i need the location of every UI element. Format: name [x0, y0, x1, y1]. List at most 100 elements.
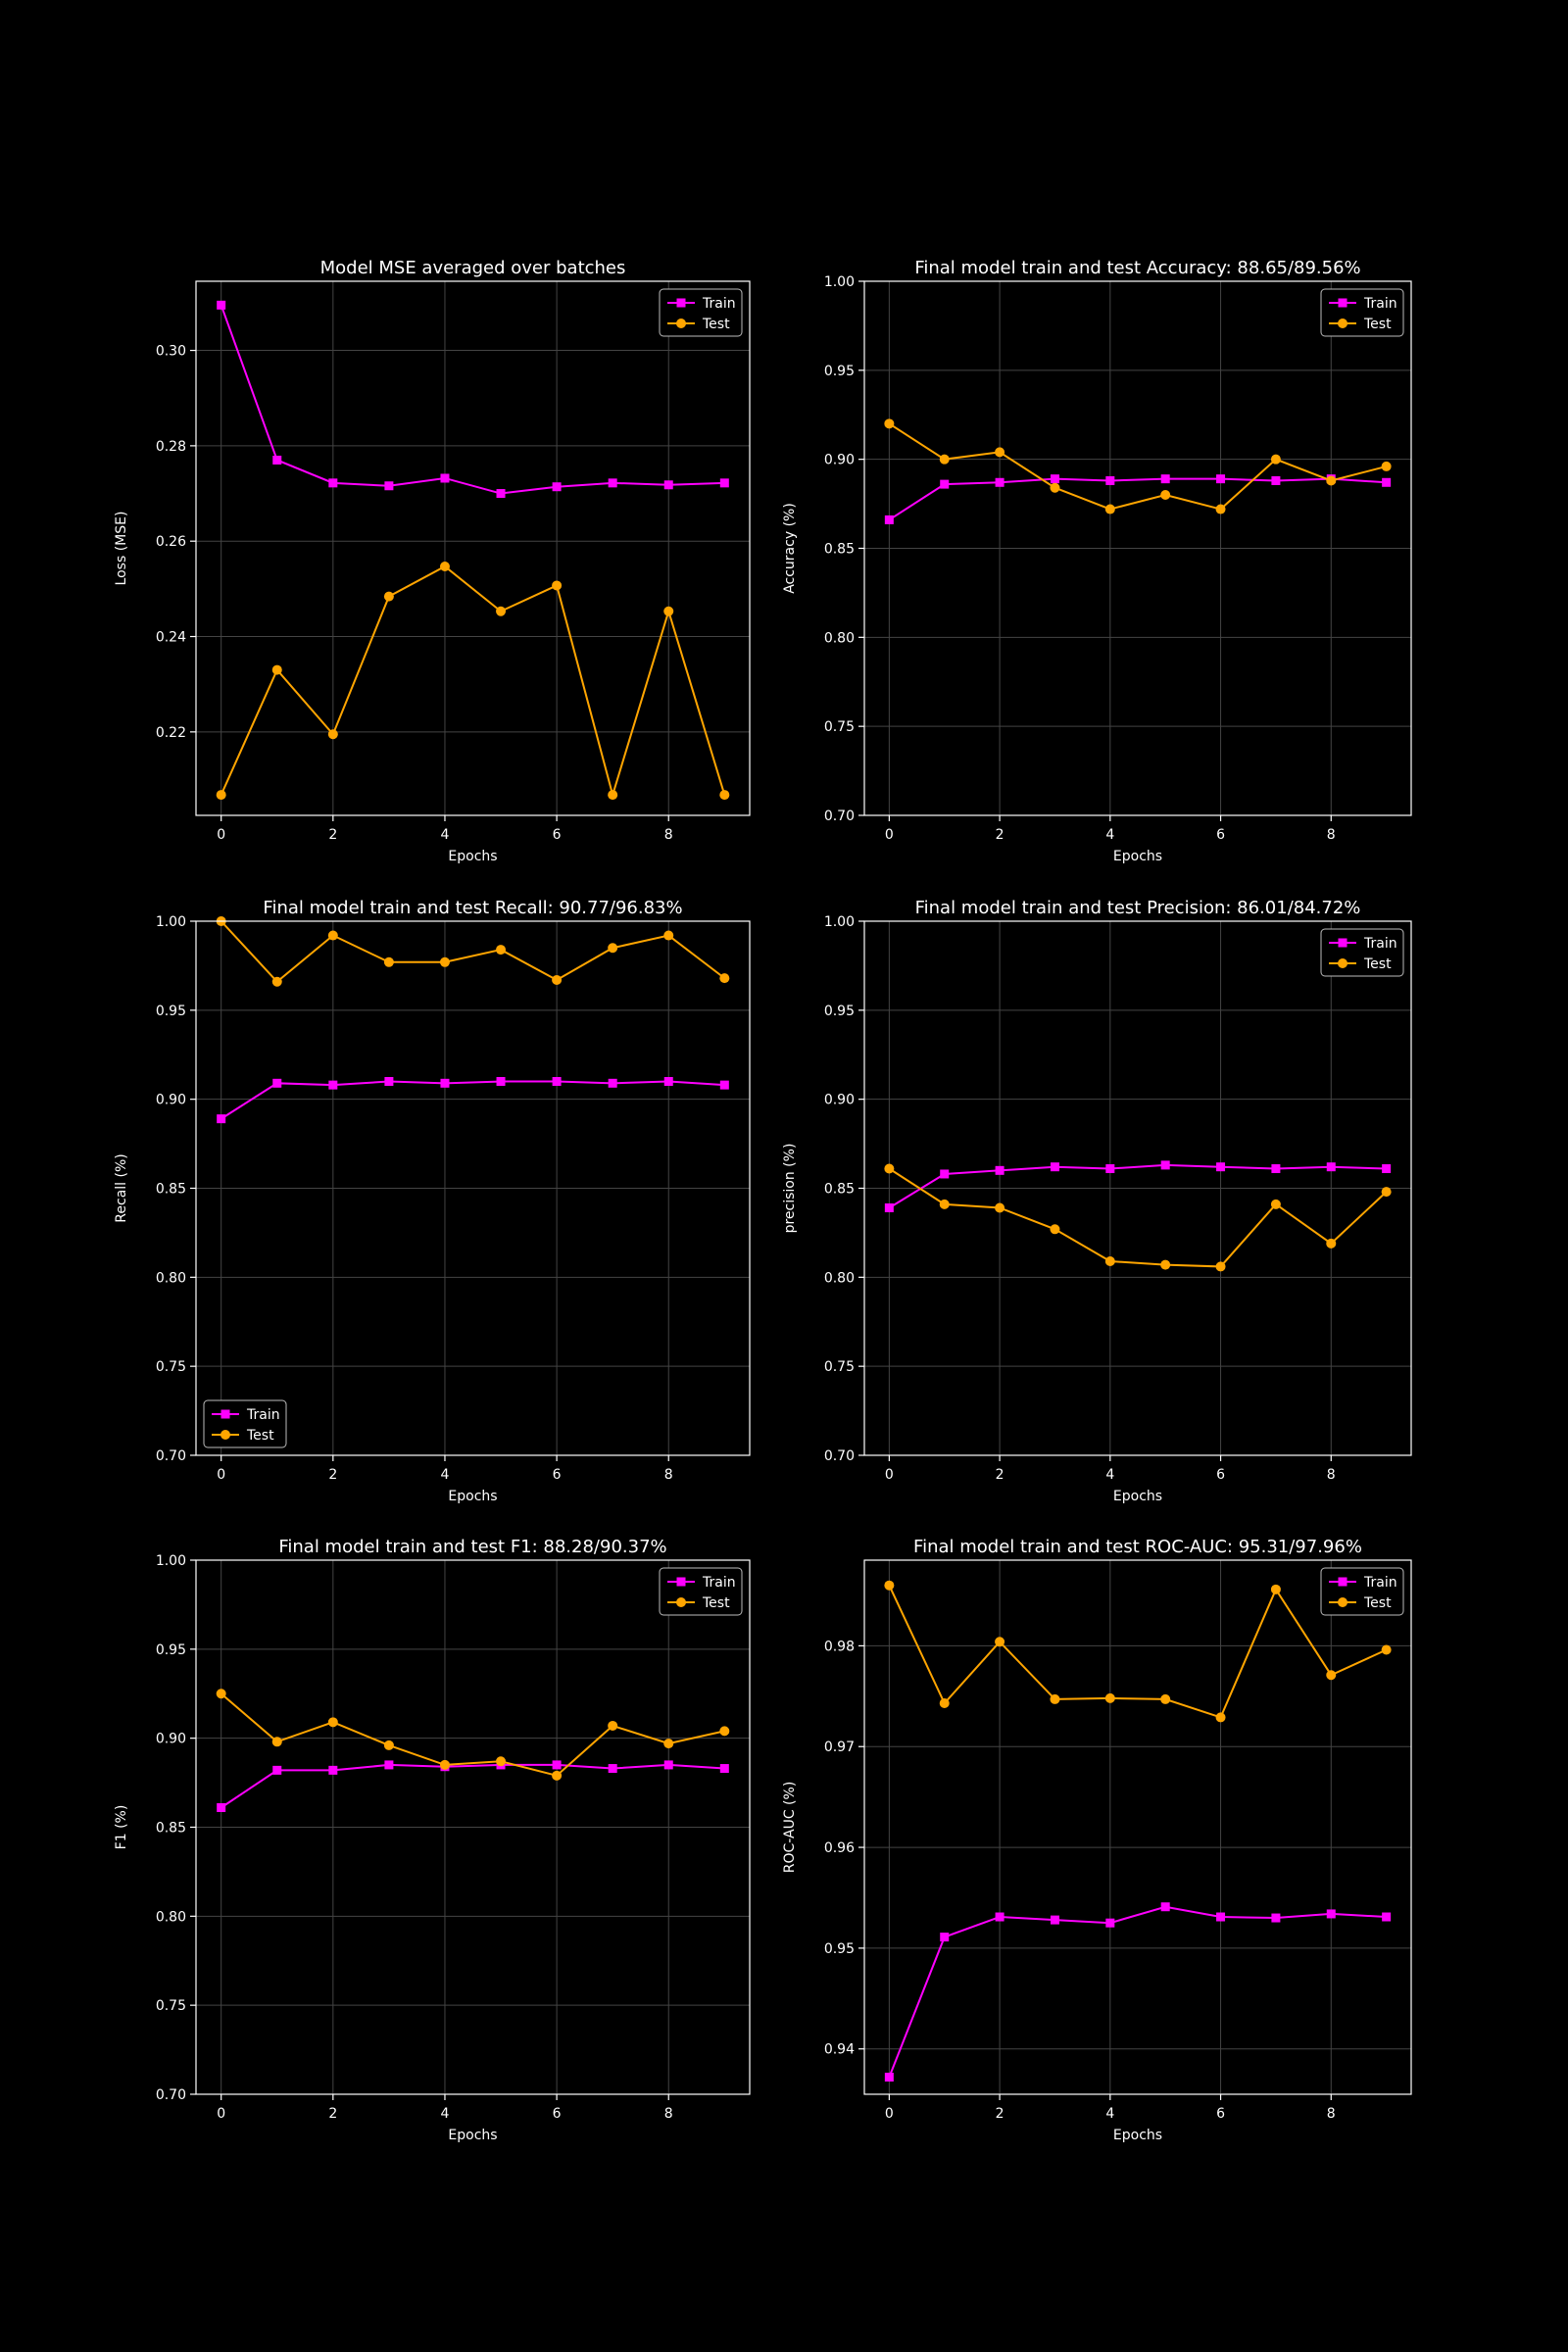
y-tick-label: 0.75	[156, 1359, 186, 1375]
legend-label-test: Test	[1363, 317, 1392, 332]
y-tick-label: 0.70	[824, 1448, 855, 1464]
chart-title: Final model train and test Accuracy: 88.…	[914, 258, 1360, 278]
data-point-test	[439, 561, 450, 571]
legend: Train Test	[659, 288, 743, 337]
legend-label-test: Test	[702, 317, 730, 332]
data-point-train	[1326, 1162, 1336, 1172]
series-line-test	[888, 422, 1387, 511]
legend-marker-train	[220, 1409, 230, 1419]
data-point-test	[439, 1759, 450, 1770]
y-tick-label: 0.85	[824, 1182, 855, 1198]
y-axis-label: precision (%)	[782, 1144, 798, 1234]
x-axis-label: Epochs	[1113, 2128, 1162, 2143]
x-tick-label: 8	[664, 827, 673, 843]
data-point-test	[1381, 461, 1392, 471]
series-line-train	[220, 1763, 725, 1809]
x-tick-label: 0	[885, 827, 894, 843]
data-point-train	[1160, 1902, 1170, 1912]
data-point-train	[995, 477, 1004, 487]
data-point-train	[608, 1764, 617, 1774]
legend-marker-test	[1338, 958, 1348, 968]
data-point-train	[1105, 1164, 1115, 1174]
data-point-test	[663, 1739, 674, 1749]
data-point-test	[663, 606, 674, 616]
legend-marker-train	[1338, 1577, 1348, 1587]
data-point-test	[327, 930, 338, 941]
data-point-train	[1105, 1918, 1115, 1928]
data-point-test	[1381, 1187, 1392, 1198]
legend-marker-test	[1338, 318, 1348, 328]
legend-marker-test	[676, 1597, 686, 1607]
data-point-train	[995, 1912, 1004, 1922]
x-tick-label: 2	[996, 1467, 1004, 1483]
data-point-train	[1105, 475, 1115, 485]
data-point-test	[383, 956, 394, 967]
series-line-train	[888, 477, 1387, 521]
data-point-test	[271, 664, 282, 675]
data-point-test	[1326, 1238, 1337, 1249]
x-tick-label: 4	[1105, 1467, 1114, 1483]
x-axis-label: Epochs	[448, 1489, 497, 1504]
x-tick-label: 6	[1216, 827, 1225, 843]
x-tick-label: 8	[664, 1467, 673, 1483]
axes-frame	[863, 1559, 1412, 2095]
x-tick-label: 6	[1216, 1467, 1225, 1483]
y-tick-label: 0.94	[824, 2042, 855, 2058]
y-tick-label: 0.95	[824, 1941, 855, 1957]
x-tick-label: 8	[664, 2106, 673, 2122]
legend-marker-test	[220, 1430, 230, 1440]
data-point-test	[1326, 1670, 1337, 1681]
x-tick-label: 0	[217, 2106, 225, 2122]
data-point-test	[995, 1637, 1005, 1647]
data-point-train	[1160, 474, 1170, 484]
data-point-test	[939, 1698, 950, 1709]
data-point-test	[552, 1770, 563, 1781]
data-point-train	[217, 300, 226, 310]
legend-marker-train	[676, 1577, 686, 1587]
x-tick-label: 0	[217, 1467, 225, 1483]
legend: Train Test	[659, 1567, 743, 1616]
data-point-train	[995, 1165, 1004, 1175]
data-point-train	[496, 1077, 506, 1086]
data-point-test	[939, 454, 950, 465]
data-point-test	[552, 974, 563, 985]
chart-2: 0 2 4 6 8 0.70 0.75 0.80 0.85 0.90 0.95 1.00 Final m…	[782, 258, 1412, 864]
data-point-test	[1381, 1644, 1392, 1655]
data-point-test	[1270, 1199, 1281, 1209]
data-point-train	[1216, 1162, 1226, 1172]
y-tick-label: 0.70	[824, 808, 855, 824]
data-point-test	[884, 1580, 895, 1591]
data-point-test	[608, 790, 618, 801]
data-point-test	[1050, 1693, 1060, 1704]
data-point-test	[939, 1199, 950, 1209]
data-point-train	[272, 1765, 282, 1775]
legend-marker-test	[1338, 1597, 1348, 1607]
y-tick-label: 0.70	[156, 2087, 186, 2103]
x-tick-label: 2	[328, 827, 337, 843]
data-point-train	[1050, 474, 1059, 484]
series-line-test	[220, 564, 726, 799]
y-axis-label: ROC-AUC (%)	[782, 1782, 798, 1874]
data-point-train	[272, 1078, 282, 1088]
data-point-test	[1270, 454, 1281, 465]
y-tick-label: 1.00	[156, 1553, 186, 1569]
data-point-train	[328, 478, 338, 488]
data-point-train	[608, 478, 617, 488]
series-line-test	[220, 1692, 725, 1777]
data-point-test	[995, 447, 1005, 458]
y-axis-label: Recall (%)	[114, 1153, 129, 1222]
data-point-test	[719, 973, 730, 984]
y-tick-label: 0.80	[824, 630, 855, 646]
x-tick-label: 2	[328, 2106, 337, 2122]
legend-label-test: Test	[1363, 956, 1392, 972]
data-point-train	[719, 478, 729, 488]
data-point-test	[1050, 1224, 1060, 1235]
data-point-test	[1104, 1255, 1115, 1266]
data-point-train	[384, 1760, 394, 1770]
data-point-train	[1160, 1160, 1170, 1170]
y-axis-label: Accuracy (%)	[782, 503, 798, 594]
x-axis-label: Epochs	[448, 2128, 497, 2143]
x-tick-label: 4	[441, 2106, 450, 2122]
data-point-test	[327, 729, 338, 740]
y-tick-label: 0.80	[156, 1909, 186, 1925]
